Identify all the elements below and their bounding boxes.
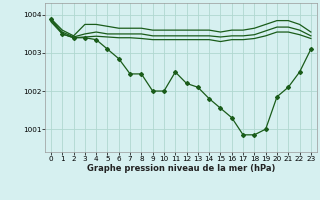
X-axis label: Graphe pression niveau de la mer (hPa): Graphe pression niveau de la mer (hPa) (87, 164, 275, 173)
